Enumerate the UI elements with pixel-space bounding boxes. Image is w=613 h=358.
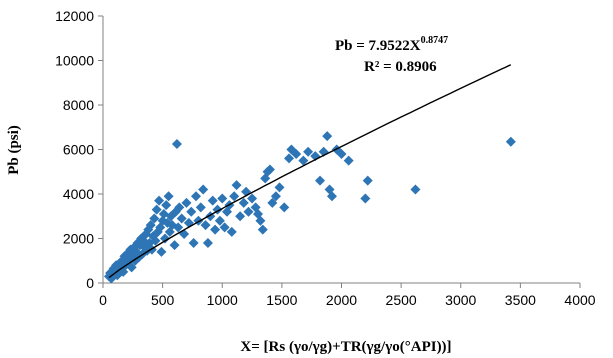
x-tick-label: 0: [99, 292, 107, 308]
trend-r-squared: R² = 0.8906: [364, 59, 437, 75]
data-point: [315, 176, 325, 186]
data-point: [170, 240, 180, 250]
data-point: [322, 131, 332, 141]
y-axis-title: Pb (psi): [6, 125, 22, 175]
data-point: [164, 191, 174, 201]
data-point: [363, 176, 373, 186]
trend-equation-exponent: 0.8747: [421, 35, 449, 46]
y-tick-label: 6000: [63, 142, 94, 158]
trendline: [109, 65, 511, 278]
data-point: [210, 225, 220, 235]
data-point: [196, 202, 206, 212]
data-point: [208, 196, 218, 206]
x-tick-label: 2500: [386, 292, 417, 308]
data-point: [186, 207, 196, 217]
x-tick-label: 3500: [505, 292, 536, 308]
x-tick-label: 3000: [445, 292, 476, 308]
data-point: [235, 211, 245, 221]
data-point: [360, 193, 370, 203]
x-axis-title: X= [Rs (γo/γg)+TR(γg/γo(°API))]: [240, 339, 451, 355]
data-point: [156, 247, 166, 257]
data-point: [506, 137, 516, 147]
y-tick-label: 2000: [63, 231, 94, 247]
x-tick-label: 2000: [326, 292, 357, 308]
data-point: [191, 191, 201, 201]
trend-equation: Pb = 7.9522X0.8747: [335, 35, 448, 54]
data-points: [104, 131, 516, 283]
x-tick-label: 4000: [564, 292, 595, 308]
x-tick-label: 500: [151, 292, 175, 308]
data-point: [274, 182, 284, 192]
data-point: [172, 139, 182, 149]
y-axis-ticks: 0 2000 4000 6000 8000 10000 12000: [55, 8, 103, 291]
data-point: [344, 156, 354, 166]
trend-equation-base: Pb = 7.9522X: [335, 38, 421, 54]
data-point: [410, 185, 420, 195]
y-tick-label: 8000: [63, 97, 94, 113]
data-point: [189, 238, 199, 248]
y-tick-label: 12000: [55, 8, 94, 24]
y-tick-label: 4000: [63, 186, 94, 202]
y-tick-label: 10000: [55, 53, 94, 69]
x-tick-label: 1500: [266, 292, 297, 308]
data-point: [232, 180, 242, 190]
x-tick-label: 1000: [207, 292, 238, 308]
data-point: [258, 225, 268, 235]
data-point: [198, 185, 208, 195]
x-axis-ticks: 0 500 1000 1500 2000 2500 3000 3500 4000: [99, 283, 596, 308]
data-point: [203, 238, 213, 248]
data-point: [217, 193, 227, 203]
data-point: [279, 202, 289, 212]
y-tick-label: 0: [86, 275, 94, 291]
